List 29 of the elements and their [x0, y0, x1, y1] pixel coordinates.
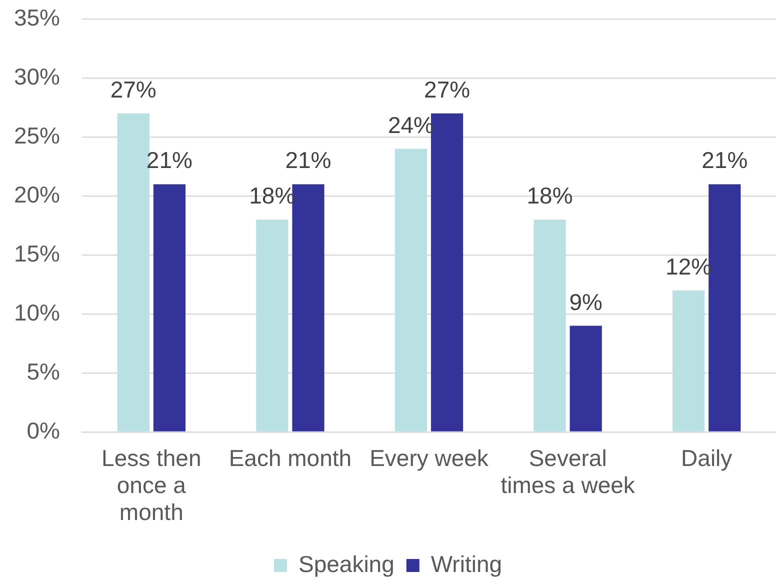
bar — [117, 113, 150, 432]
data-label: 18% — [526, 182, 573, 209]
data-label: 9% — [569, 288, 602, 315]
data-label: 27% — [424, 76, 470, 102]
y-tick-label: 35% — [14, 4, 60, 30]
bar — [394, 148, 428, 432]
bar — [153, 184, 186, 432]
x-tick-label: Less then once a month — [102, 444, 202, 526]
bar — [256, 220, 288, 432]
x-tick-label: Several times a week — [500, 444, 636, 498]
x-tick-label: Daily — [681, 444, 733, 471]
data-label: 21% — [146, 147, 192, 174]
data-label: 21% — [702, 147, 748, 174]
y-tick-label: 30% — [14, 63, 60, 90]
y-tick-label: 20% — [14, 181, 60, 208]
y-tick-label: 10% — [14, 299, 60, 326]
bar — [570, 326, 602, 432]
data-label: 27% — [110, 76, 156, 102]
x-tick-label: Each month — [228, 444, 352, 471]
bar — [672, 290, 705, 432]
legend-label: Writing — [430, 550, 502, 577]
y-tick-label: 5% — [26, 358, 60, 384]
y-tick-label: 25% — [14, 122, 60, 148]
y-tick-label: 15% — [14, 240, 60, 266]
legend-label: Speaking — [298, 550, 394, 577]
data-label: 21% — [285, 147, 332, 174]
y-tick-label: 0% — [26, 417, 60, 444]
bar — [534, 220, 566, 432]
x-tick-label: Every week — [370, 444, 489, 471]
